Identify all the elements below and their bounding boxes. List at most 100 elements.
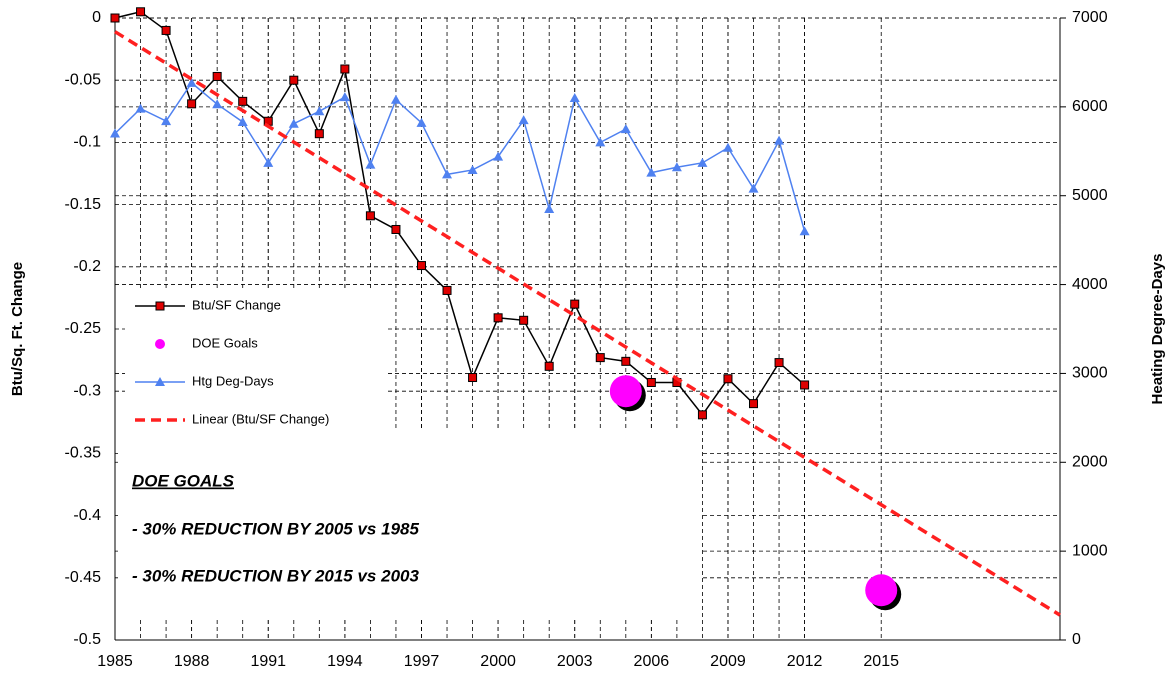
y2-axis-title: Heating Degree-Days <box>1149 254 1166 405</box>
x-tick-label: 1997 <box>404 653 440 670</box>
x-tick-label: 1988 <box>174 653 210 670</box>
legend-label: Htg Deg-Days <box>192 373 274 388</box>
marker <box>340 64 350 74</box>
marker <box>595 137 606 147</box>
annotation: - 30% REDUCTION BY 2015 vs 2003 <box>132 566 419 585</box>
marker <box>519 315 529 325</box>
marker <box>161 116 172 126</box>
legend-marker <box>155 377 165 386</box>
y2-tick-label: 0 <box>1072 631 1081 648</box>
marker <box>595 353 605 363</box>
marker <box>237 116 248 126</box>
annotation: - 30% REDUCTION BY 2005 vs 1985 <box>132 519 419 538</box>
marker <box>365 159 376 169</box>
marker <box>544 361 554 371</box>
marker <box>263 157 274 167</box>
y-tick-label: -0.1 <box>73 134 101 151</box>
x-tick-label: 2009 <box>710 653 746 670</box>
y-tick-label: -0.2 <box>73 258 101 275</box>
marker <box>416 117 427 127</box>
y2-tick-label: 6000 <box>1072 98 1108 115</box>
marker <box>620 124 631 134</box>
marker <box>289 75 299 85</box>
y2-tick-label: 3000 <box>1072 365 1108 382</box>
marker <box>671 162 682 172</box>
y-tick-label: -0.05 <box>65 71 102 88</box>
marker <box>238 96 248 106</box>
marker <box>416 261 426 271</box>
x-tick-label: 2012 <box>787 653 823 670</box>
y-tick-label: 0 <box>92 9 101 26</box>
y-tick-label: -0.15 <box>65 196 102 213</box>
marker <box>390 94 401 104</box>
y-tick-label: -0.5 <box>73 631 101 648</box>
marker <box>339 92 350 102</box>
marker <box>697 410 707 420</box>
marker <box>212 99 223 109</box>
legend-label: Linear (Btu/SF Change) <box>192 411 329 426</box>
y2-tick-label: 5000 <box>1072 187 1108 204</box>
y-tick-label: -0.25 <box>65 320 102 337</box>
x-tick-label: 2000 <box>480 653 516 670</box>
series-line <box>114 10 806 417</box>
marker <box>212 71 222 81</box>
marker <box>749 399 759 409</box>
x-tick-label: 1991 <box>250 653 286 670</box>
marker <box>646 377 656 387</box>
marker <box>569 92 580 102</box>
legend-label: DOE Goals <box>192 335 258 350</box>
marker <box>544 204 555 214</box>
y2-tick-label: 4000 <box>1072 276 1108 293</box>
marker <box>800 380 810 390</box>
marker <box>697 157 708 167</box>
y2-tick-label: 1000 <box>1072 542 1108 559</box>
y-tick-label: -0.4 <box>73 507 101 524</box>
marker <box>774 358 784 368</box>
x-tick-label: 2015 <box>863 653 899 670</box>
marker <box>609 375 642 408</box>
marker <box>493 313 503 323</box>
legend-box <box>125 288 385 430</box>
marker <box>391 224 401 234</box>
marker <box>748 183 759 193</box>
marker <box>365 211 375 221</box>
marker <box>135 103 146 113</box>
y-tick-label: -0.35 <box>65 445 102 462</box>
series-line <box>114 81 806 232</box>
x-tick-label: 1985 <box>97 653 133 670</box>
marker <box>186 77 197 87</box>
marker <box>722 142 733 152</box>
marker <box>442 285 452 295</box>
marker <box>110 13 120 23</box>
y-tick-label: -0.45 <box>65 569 102 586</box>
marker <box>646 167 657 177</box>
y-tick-label: -0.3 <box>73 382 101 399</box>
marker <box>136 7 146 17</box>
legend-marker <box>155 301 165 311</box>
marker <box>723 374 733 384</box>
y-axis-title: Btu/Sq. Ft. Change <box>9 262 26 396</box>
marker <box>314 106 325 116</box>
marker <box>774 135 785 145</box>
marker <box>570 299 580 309</box>
x-tick-label: 1994 <box>327 653 363 670</box>
marker <box>467 164 478 174</box>
y2-tick-label: 7000 <box>1072 9 1108 26</box>
marker <box>161 25 171 35</box>
marker <box>518 115 529 125</box>
annotation-box <box>118 430 700 618</box>
marker <box>442 169 453 179</box>
marker <box>110 128 120 138</box>
y2-tick-label: 2000 <box>1072 454 1108 471</box>
marker <box>314 129 324 139</box>
x-tick-label: 2006 <box>634 653 670 670</box>
annotation: DOE GOALS <box>132 471 235 490</box>
marker <box>468 373 478 383</box>
x-tick-label: 2003 <box>557 653 593 670</box>
legend-marker <box>155 339 165 349</box>
marker <box>865 574 898 607</box>
marker <box>288 118 299 128</box>
marker <box>799 226 810 236</box>
legend-label: Btu/SF Change <box>192 297 281 312</box>
